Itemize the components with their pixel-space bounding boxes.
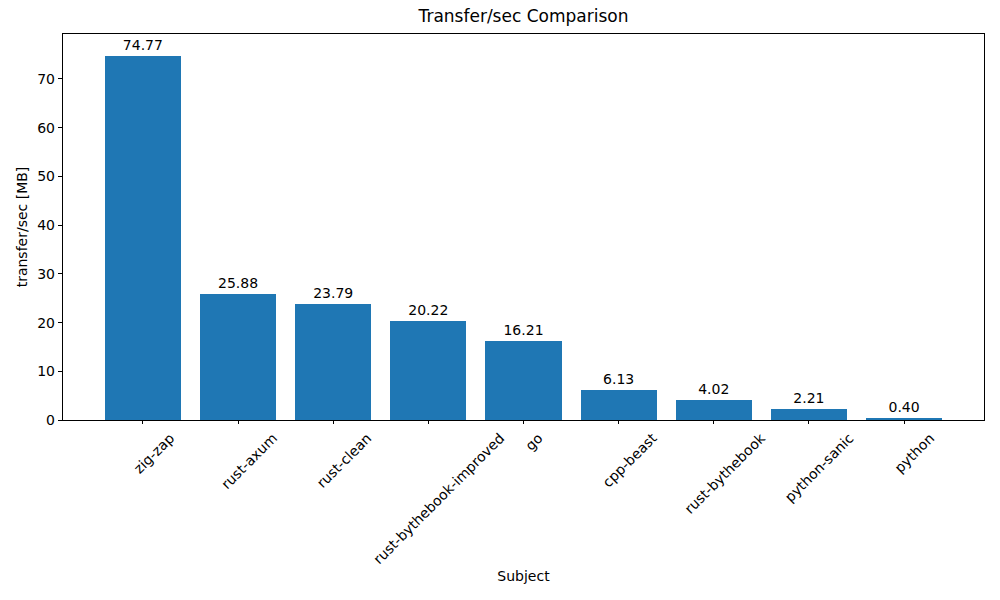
bar-value-label: 0.40 — [859, 399, 949, 415]
y-tick — [58, 78, 62, 79]
x-tick — [238, 420, 239, 424]
y-tick-label: 70 — [1, 70, 55, 88]
y-tick-label: 10 — [1, 362, 55, 380]
y-tick-label: 0 — [1, 411, 55, 429]
x-tick-label: rust-clean — [313, 430, 374, 491]
x-tick — [142, 420, 143, 424]
x-tick-label: rust-bythebook — [681, 430, 768, 517]
figure: Transfer/sec Comparison transfer/sec [MB… — [0, 0, 1000, 600]
x-axis-label: Subject — [62, 568, 985, 584]
x-tick-label: go — [522, 430, 546, 454]
bar-value-label: 23.79 — [288, 285, 378, 301]
y-tick — [58, 127, 62, 128]
x-tick-label: python — [892, 430, 938, 476]
y-tick — [58, 176, 62, 177]
bar — [105, 56, 181, 420]
x-tick — [904, 420, 905, 424]
x-tick — [618, 420, 619, 424]
bar — [390, 321, 466, 420]
y-tick-label: 20 — [1, 314, 55, 332]
bar — [676, 400, 752, 420]
y-tick — [58, 225, 62, 226]
y-tick-label: 30 — [1, 265, 55, 283]
x-tick — [713, 420, 714, 424]
x-tick-label: python-sanic — [782, 430, 857, 505]
chart-title: Transfer/sec Comparison — [62, 6, 985, 26]
bar — [200, 294, 276, 420]
bar-value-label: 20.22 — [383, 302, 473, 318]
y-tick — [58, 371, 62, 372]
y-tick-label: 50 — [1, 167, 55, 185]
x-tick — [428, 420, 429, 424]
x-tick-label: zig-zap — [130, 430, 177, 477]
bar-value-label: 4.02 — [669, 381, 759, 397]
y-tick-label: 60 — [1, 119, 55, 137]
y-tick — [58, 273, 62, 274]
y-tick — [58, 322, 62, 323]
x-tick — [808, 420, 809, 424]
bar — [581, 390, 657, 420]
x-tick-label: rust-bythebook-improved — [370, 430, 507, 567]
bar-value-label: 16.21 — [479, 322, 569, 338]
y-tick — [58, 420, 62, 421]
y-tick-label: 40 — [1, 216, 55, 234]
bar-value-label: 74.77 — [98, 37, 188, 53]
x-tick — [333, 420, 334, 424]
x-tick-label: rust-axum — [218, 430, 280, 492]
x-tick — [523, 420, 524, 424]
bar-value-label: 2.21 — [764, 390, 854, 406]
bar — [771, 409, 847, 420]
bar-value-label: 6.13 — [574, 371, 664, 387]
x-tick-label: cpp-beast — [599, 430, 659, 490]
plot-area: 01020304050607074.77zig-zap25.88rust-axu… — [62, 33, 985, 421]
bar — [295, 304, 371, 420]
bar — [485, 341, 561, 420]
bar-value-label: 25.88 — [193, 275, 283, 291]
